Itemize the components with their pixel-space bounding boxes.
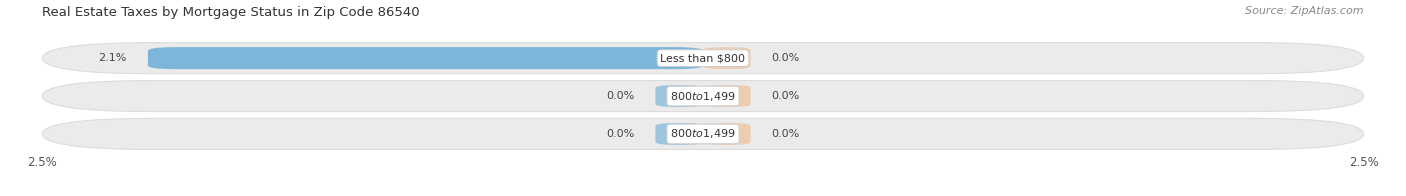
Text: Less than $800: Less than $800 <box>661 53 745 63</box>
Text: 0.0%: 0.0% <box>606 129 634 139</box>
FancyBboxPatch shape <box>703 47 751 69</box>
FancyBboxPatch shape <box>42 81 1364 112</box>
FancyBboxPatch shape <box>703 123 751 145</box>
Text: 0.0%: 0.0% <box>772 129 800 139</box>
FancyBboxPatch shape <box>703 85 751 107</box>
Text: $800 to $1,499: $800 to $1,499 <box>671 127 735 140</box>
Text: 0.0%: 0.0% <box>606 91 634 101</box>
FancyBboxPatch shape <box>655 123 703 145</box>
Legend: Without Mortgage, With Mortgage: Without Mortgage, With Mortgage <box>575 195 831 196</box>
FancyBboxPatch shape <box>148 47 703 69</box>
Text: 0.0%: 0.0% <box>772 91 800 101</box>
Text: Source: ZipAtlas.com: Source: ZipAtlas.com <box>1246 6 1364 16</box>
FancyBboxPatch shape <box>655 85 703 107</box>
Text: 2.1%: 2.1% <box>98 53 127 63</box>
FancyBboxPatch shape <box>42 118 1364 150</box>
Text: Real Estate Taxes by Mortgage Status in Zip Code 86540: Real Estate Taxes by Mortgage Status in … <box>42 6 420 19</box>
Text: 0.0%: 0.0% <box>772 53 800 63</box>
FancyBboxPatch shape <box>42 43 1364 74</box>
Text: $800 to $1,499: $800 to $1,499 <box>671 90 735 103</box>
